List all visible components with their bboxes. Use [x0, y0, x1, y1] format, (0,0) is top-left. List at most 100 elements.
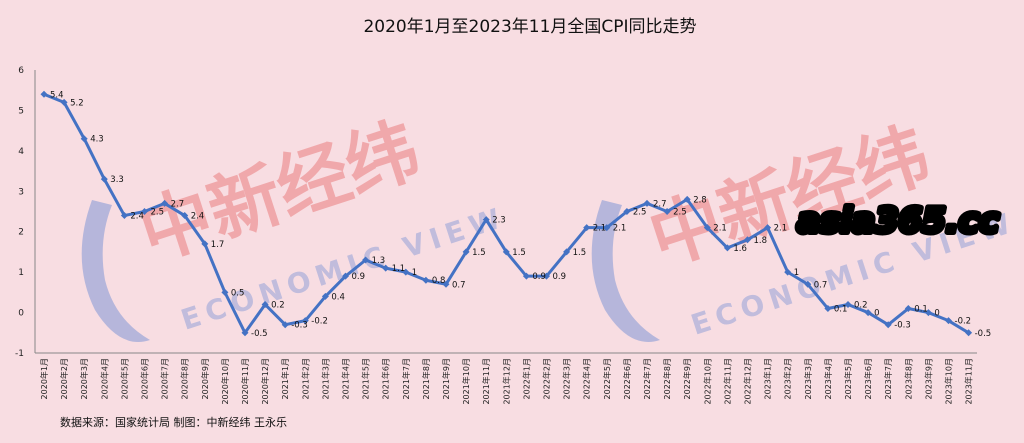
chart-title: 2020年1月至2023年11月全国CPI同比走势 [363, 17, 696, 37]
x-tick-label: 2021年1月 [280, 358, 290, 399]
data-point [321, 292, 329, 300]
x-tick-label: 2020年7月 [160, 358, 170, 399]
data-label: -0.3 [291, 321, 308, 331]
data-point [281, 321, 289, 329]
data-point [563, 248, 571, 256]
data-point [744, 236, 751, 244]
data-label: 5.2 [70, 98, 84, 108]
data-point [301, 317, 309, 325]
data-point [945, 317, 952, 325]
data-label: 0.5 [231, 288, 245, 298]
x-tick-label: 2022年1月 [521, 358, 531, 399]
y-tick-label: 4 [18, 147, 24, 157]
x-tick-label: 2022年11月 [722, 358, 732, 405]
data-label: 1 [794, 268, 799, 278]
x-tick-label: 2021年7月 [401, 358, 411, 399]
y-tick-label: 3 [18, 187, 24, 197]
data-label: 0.9 [532, 272, 546, 282]
data-point [543, 272, 550, 280]
data-point [864, 309, 872, 317]
data-label: 2.8 [693, 195, 707, 205]
data-point [643, 199, 651, 207]
data-label: 1.5 [573, 248, 587, 258]
x-tick-label: 2022年2月 [542, 358, 552, 399]
watermark-logo-left [81, 200, 150, 342]
data-point [924, 309, 932, 317]
data-label: 1.1 [392, 264, 406, 274]
data-point [723, 244, 731, 252]
x-tick-label: 2020年11月 [240, 358, 250, 405]
x-tick-label: 2022年5月 [602, 358, 612, 399]
x-tick-label: 2020年4月 [99, 358, 109, 399]
data-label: 3.3 [110, 175, 124, 185]
data-point [482, 216, 490, 224]
data-label: 2.5 [633, 208, 647, 218]
x-tick-label: 2020年6月 [140, 358, 150, 399]
x-tick-label: 2021年11月 [481, 358, 491, 405]
data-label: -0.3 [894, 321, 911, 331]
data-point [904, 305, 912, 313]
x-tick-label: 2021年5月 [361, 358, 371, 399]
data-label: 2.5 [151, 208, 165, 218]
data-label: 2.7 [653, 199, 667, 209]
y-tick-label: -1 [15, 349, 24, 359]
data-point [663, 208, 671, 215]
x-tick-label: 2020年3月 [79, 358, 89, 399]
data-label: -0.2 [955, 317, 972, 327]
x-tick-label: 2022年3月 [562, 358, 572, 399]
data-point [382, 264, 390, 272]
x-tick-label: 2022年9月 [682, 358, 692, 399]
x-tick-label: 2020年1月 [39, 358, 49, 399]
x-tick-label: 2023年2月 [783, 358, 793, 399]
data-label: 0.2 [854, 300, 868, 310]
y-tick-label: 6 [18, 66, 24, 76]
data-point [844, 300, 852, 308]
data-label: 2.4 [191, 212, 205, 222]
x-tick-label: 2022年7月 [642, 358, 652, 399]
data-label: 1.8 [754, 236, 768, 246]
data-point [422, 276, 430, 284]
data-point [120, 212, 128, 220]
data-label: 2.7 [171, 199, 185, 209]
x-tick-label: 2020年12月 [260, 358, 270, 405]
x-tick-label: 2022年12月 [743, 358, 753, 405]
data-point [824, 305, 832, 313]
data-label: 0.1 [834, 305, 848, 315]
data-label-group: 5.4 5.2 4.3 3.3 2.4 2.5 2.7 2.4 1.7 0.5 -0.5 0.2 -0.… [50, 90, 991, 339]
data-point [60, 98, 68, 106]
data-label: 1.5 [512, 248, 526, 258]
data-label: 2.1 [613, 224, 627, 234]
x-tick-label: 2022年4月 [582, 358, 592, 399]
data-label: -0.5 [975, 329, 992, 339]
data-point [181, 212, 189, 220]
data-point [603, 224, 611, 232]
x-tick-label: 2021年10月 [461, 358, 471, 405]
data-point [342, 272, 349, 280]
data-point [402, 268, 410, 276]
x-tick-label: 2022年8月 [662, 358, 672, 399]
data-point [804, 280, 812, 288]
data-point [884, 321, 892, 329]
data-label: 1.3 [372, 256, 386, 266]
x-tick-label: 2020年9月 [200, 358, 210, 399]
data-point [442, 280, 450, 288]
data-label: 2.1 [593, 224, 607, 234]
data-label: -0.5 [251, 329, 268, 339]
x-tick-label: 2023年9月 [923, 358, 933, 399]
x-tick-label: 2021年6月 [381, 358, 391, 399]
y-tick-label: 1 [18, 268, 24, 278]
site-watermark: asia365.cc [797, 201, 999, 241]
data-point [623, 208, 631, 215]
data-point [241, 329, 249, 337]
data-point [583, 224, 591, 232]
x-tick-label: 2021年3月 [320, 358, 330, 399]
x-tick-label: 2021年9月 [441, 358, 451, 399]
y-tick-label: 2 [18, 228, 24, 238]
x-tick-label: 2023年3月 [803, 358, 813, 399]
data-point [362, 256, 370, 264]
x-tick-label: 2021年12月 [501, 358, 511, 405]
data-label: 4.3 [90, 135, 104, 145]
watermark-logo-right [591, 200, 660, 342]
data-point [201, 240, 209, 248]
